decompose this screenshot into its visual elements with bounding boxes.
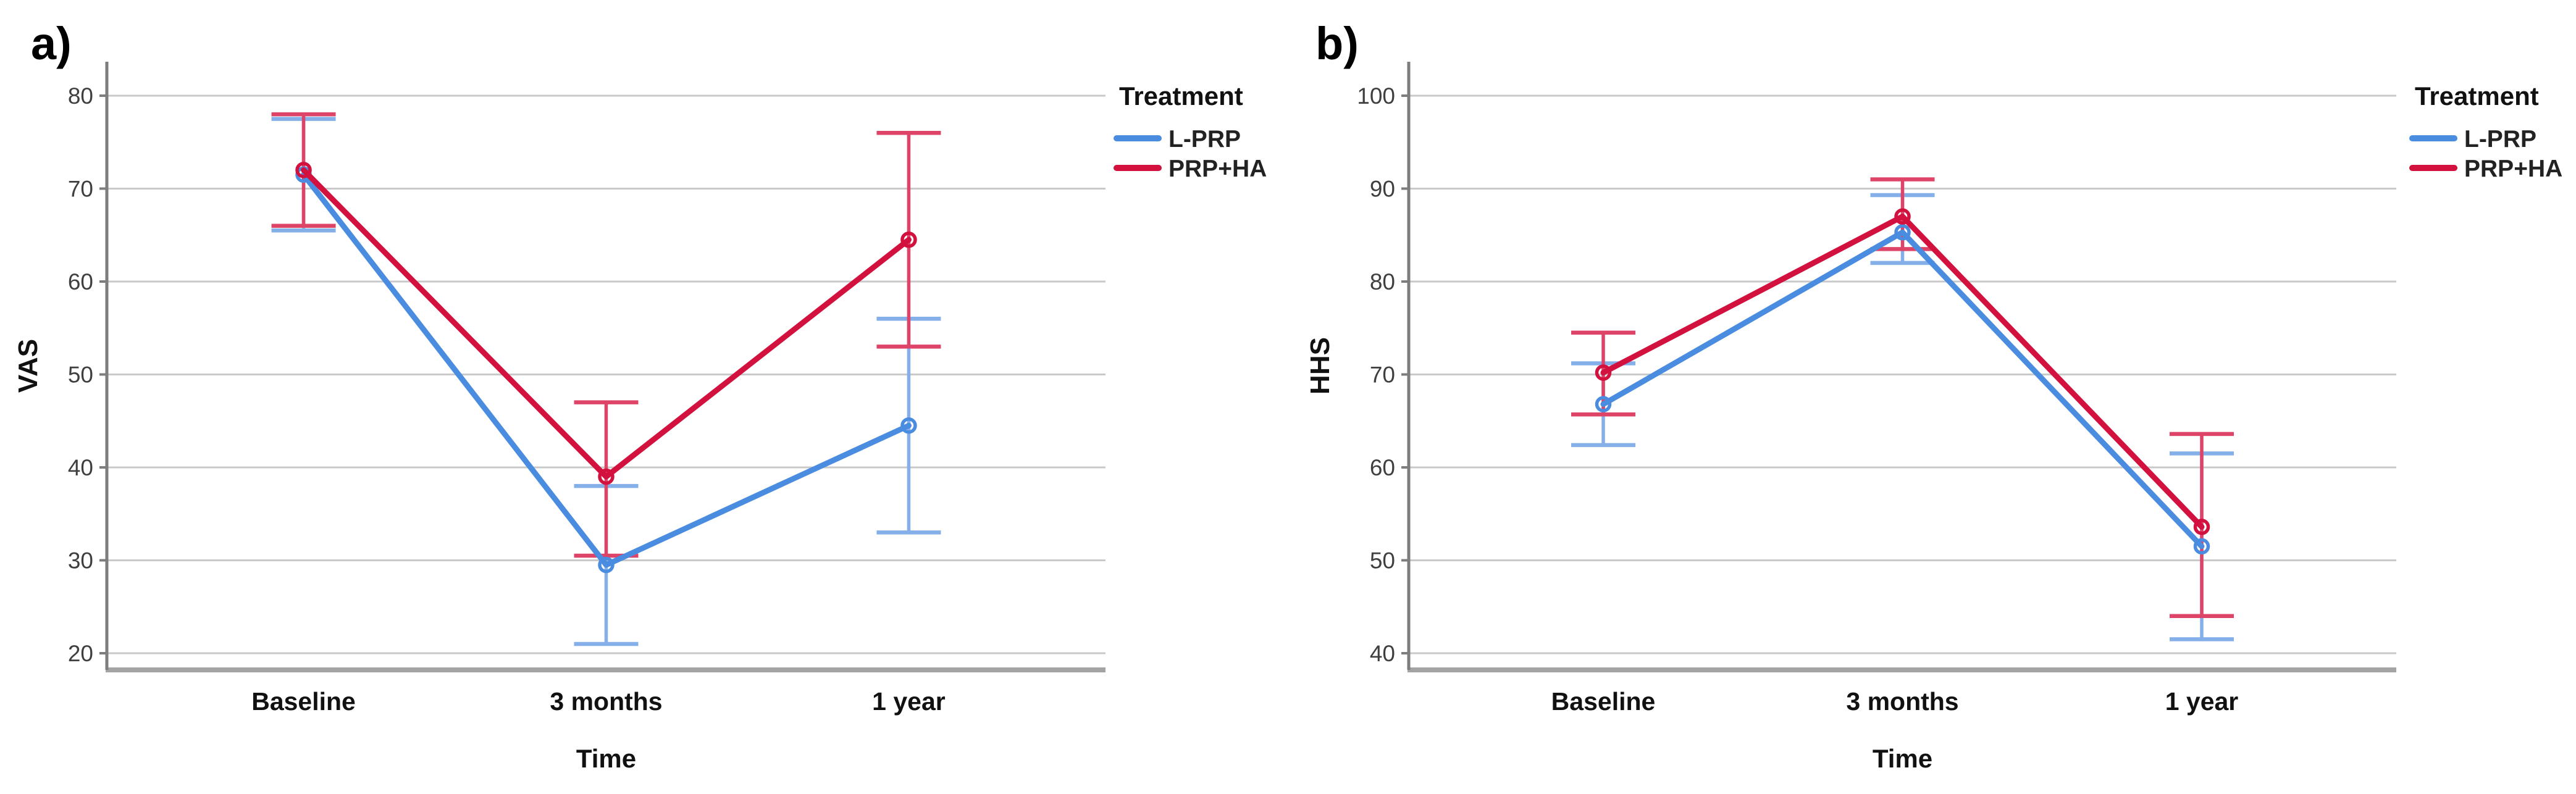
series-line [301, 172, 912, 568]
data-point-marker [295, 162, 312, 178]
series-l-prp [295, 166, 917, 574]
series-l-prp [1595, 224, 2210, 555]
y-tick-label: 100 [1357, 83, 1395, 109]
y-tick-label: 80 [68, 83, 93, 109]
data-point-marker [2193, 538, 2210, 555]
series-prp-ha [1595, 208, 2210, 535]
data-point-marker [900, 232, 917, 248]
y-tick-label: 60 [1370, 455, 1395, 480]
legend-title: Treatment [1119, 81, 1243, 111]
category-label: 3 months [1846, 687, 1958, 716]
data-point-marker [598, 556, 615, 574]
data-point-marker [1595, 364, 1612, 381]
y-axis: 40 50 60 70 80 90 100 [1357, 62, 1411, 670]
series-line [1600, 229, 2205, 550]
y-tick-label: 50 [1370, 548, 1395, 574]
data-point-marker [598, 468, 615, 485]
panel-label-b: b) [1315, 18, 1359, 69]
x-axis-title: Time [1873, 744, 1932, 773]
error-bars-l-prp [1571, 193, 2234, 641]
y-axis-title: HHS [1305, 337, 1335, 395]
legend-a: Treatment L-PRP PRP+HA [1114, 81, 1267, 182]
y-axis-title: VAS [13, 339, 43, 393]
data-point-marker [1595, 396, 1612, 412]
category-labels: Baseline 3 months 1 year [251, 687, 946, 716]
y-tick-label: 70 [68, 177, 93, 202]
series-line [1600, 214, 2205, 530]
panel-label-a: a) [31, 18, 72, 69]
y-tick-label: 30 [68, 548, 93, 574]
error-bars-prp-ha [1571, 177, 2234, 619]
y-tick-label: 20 [68, 641, 93, 666]
series-line [301, 167, 912, 480]
y-tick-label: 80 [1370, 269, 1395, 295]
category-label: Baseline [1551, 687, 1656, 716]
category-labels: Baseline 3 months 1 year [1551, 687, 2239, 716]
data-point-marker [1894, 224, 1911, 241]
category-label: 1 year [2165, 687, 2239, 716]
x-axis-title: Time [576, 744, 636, 773]
y-tick-label: 70 [1370, 362, 1395, 388]
category-label: Baseline [251, 687, 356, 716]
data-point-marker [900, 417, 917, 434]
legend-item-label: L-PRP [2464, 126, 2536, 153]
y-tick-label: 50 [68, 362, 93, 388]
legend-item-label: L-PRP [1168, 126, 1241, 153]
category-label: 3 months [550, 687, 662, 716]
chart-panel-b: 40 50 60 70 80 90 100 Baseline 3 months 1 year Tim… [1305, 18, 2562, 773]
legend-b: Treatment L-PRP PRP+HA [2409, 81, 2562, 182]
error-bars-prp-ha [271, 112, 941, 558]
gridlines [1409, 94, 2396, 654]
y-tick-label: 60 [68, 269, 93, 295]
data-point-marker [1894, 208, 1911, 225]
series-prp-ha [295, 162, 917, 485]
category-label: 1 year [872, 687, 946, 716]
data-point-marker [2193, 519, 2210, 535]
chart-panel-a: 20 30 40 50 60 70 80 Baseline 3 months 1 year Time… [13, 18, 1267, 773]
y-axis: 20 30 40 50 60 70 80 [68, 62, 109, 670]
legend-item-label: PRP+HA [1168, 156, 1267, 182]
legend-item-label: PRP+HA [2464, 156, 2562, 182]
y-tick-label: 40 [68, 455, 93, 480]
y-tick-label: 90 [1370, 177, 1395, 202]
y-tick-label: 40 [1370, 641, 1395, 666]
legend-title: Treatment [2415, 81, 2539, 111]
